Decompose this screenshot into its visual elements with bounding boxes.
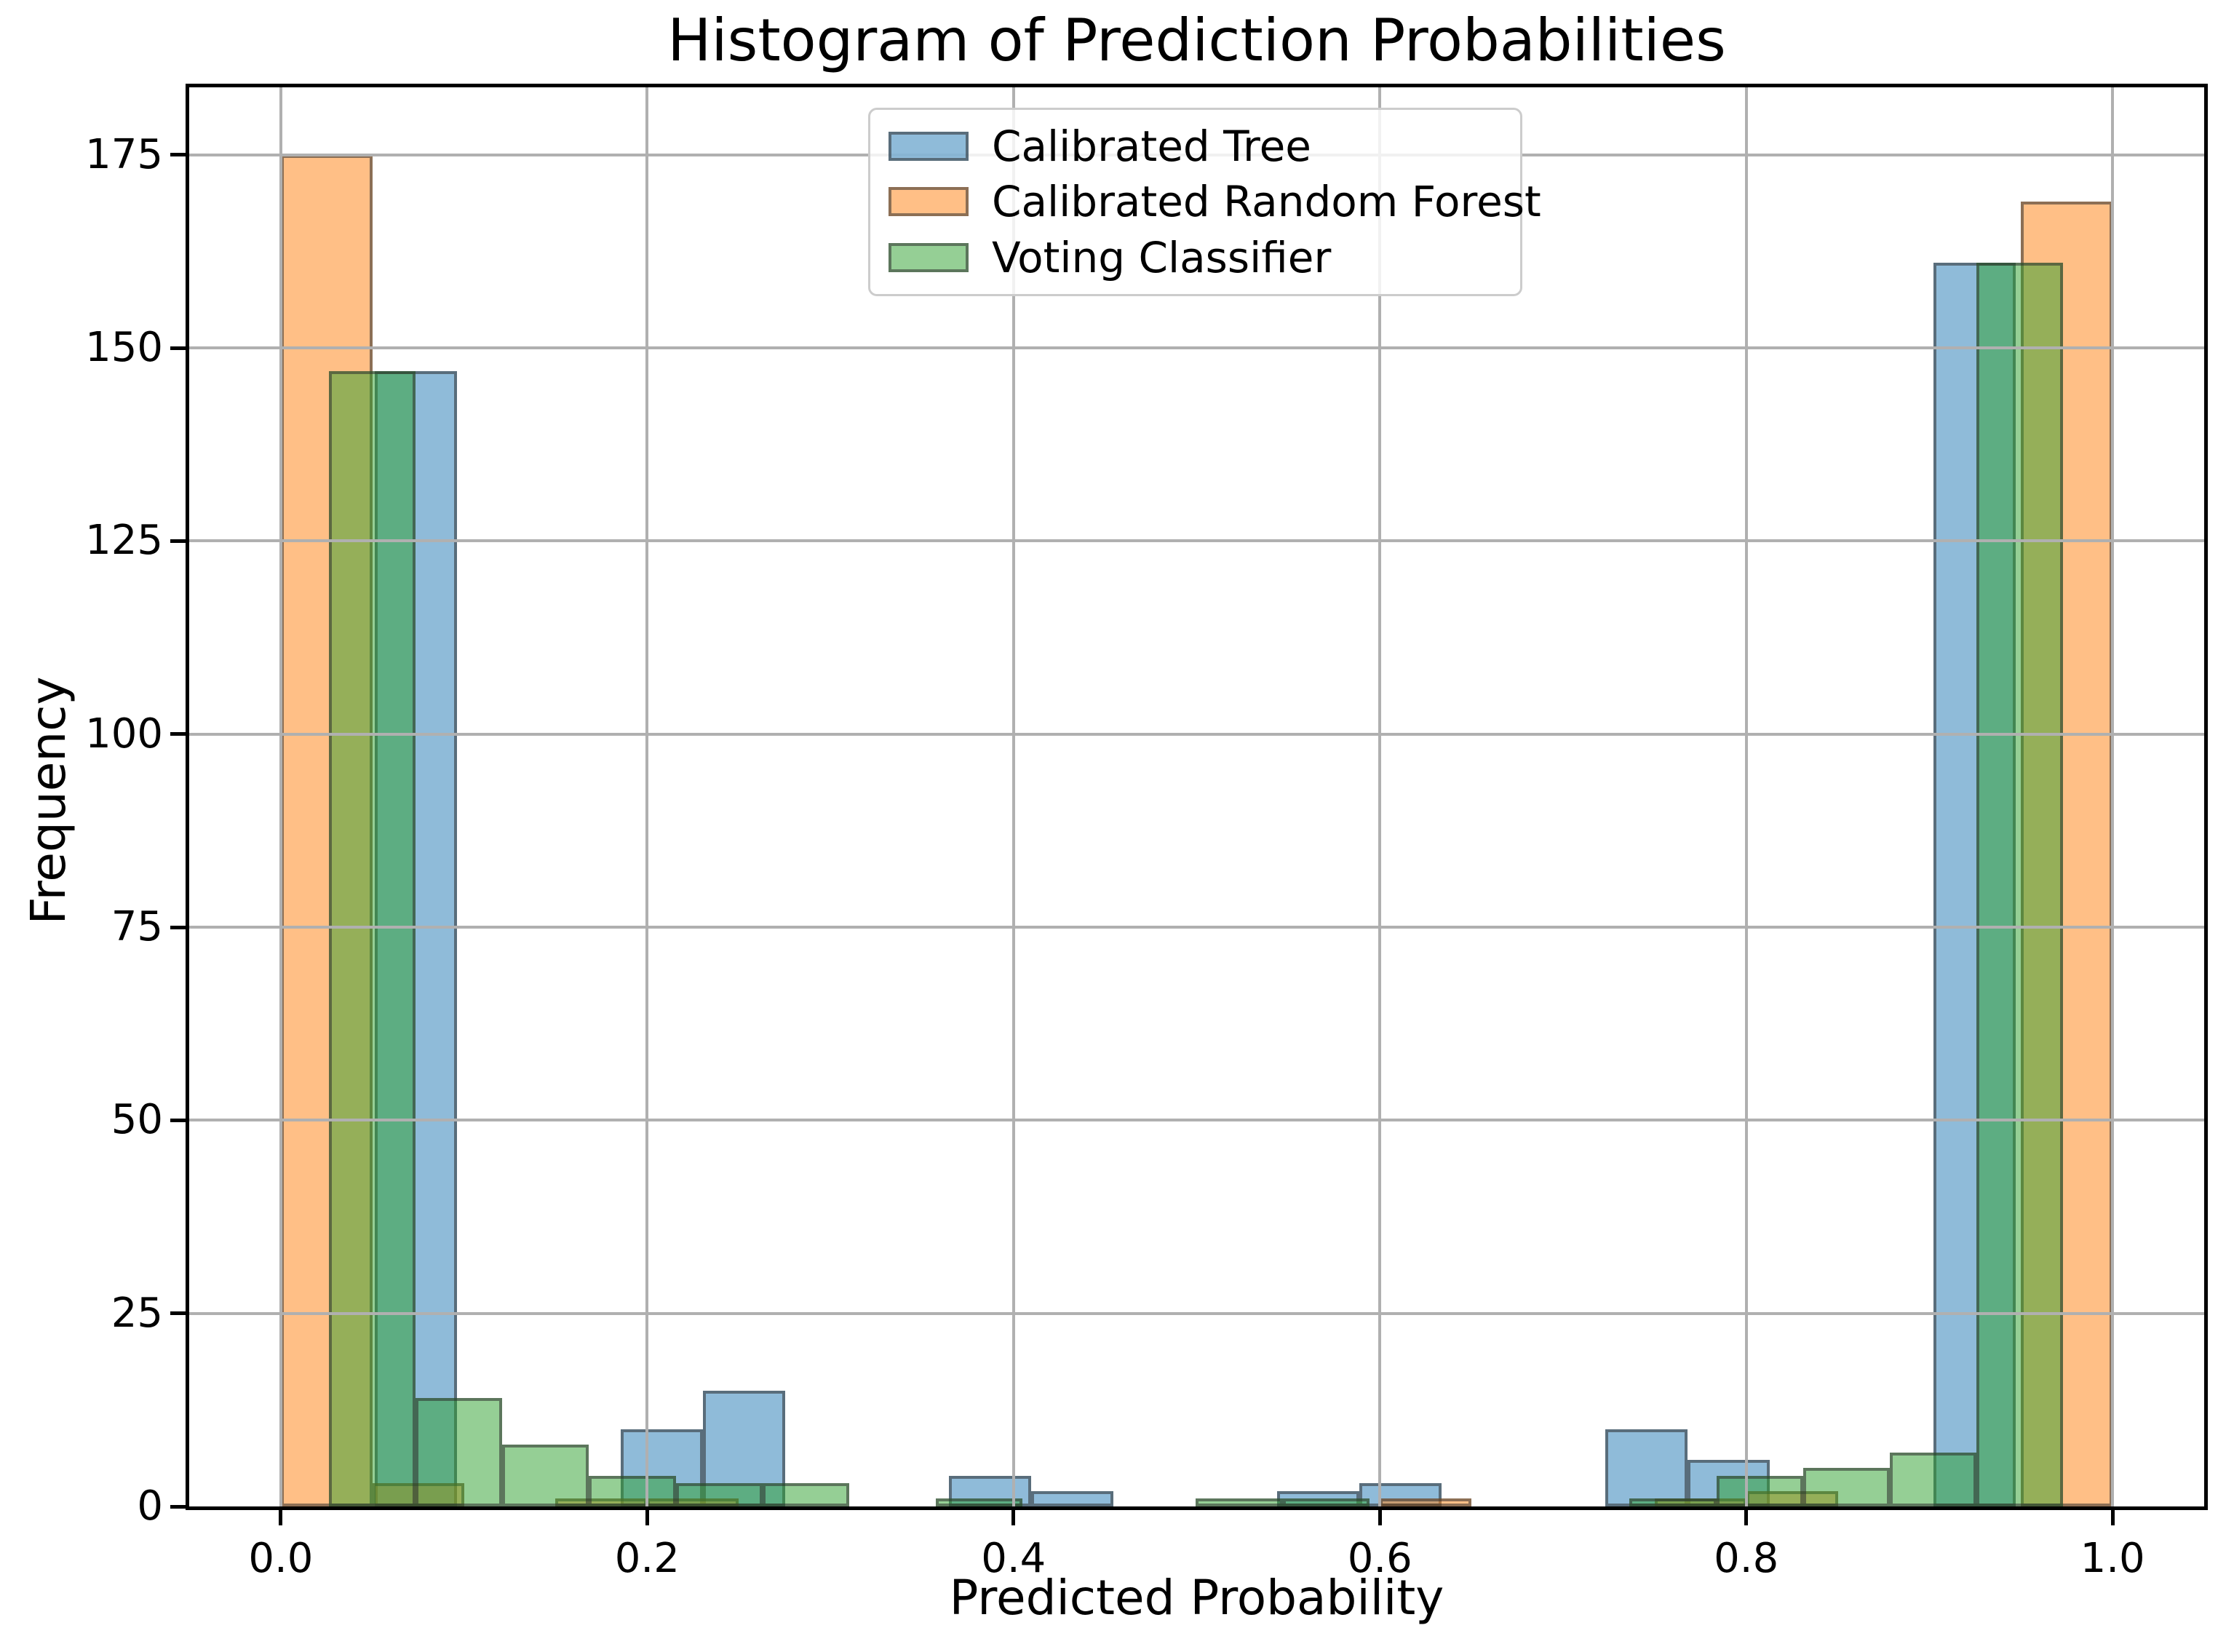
hist-bar-voting-classifier <box>936 1498 1023 1506</box>
hist-bar-voting-classifier <box>1716 1475 1803 1506</box>
gridline-x-0.4 <box>1011 87 1015 1506</box>
y-tick-mark-75 <box>170 925 186 929</box>
y-tick-label-150: 150 <box>85 324 163 372</box>
hist-bar-voting-classifier <box>1890 1452 1977 1506</box>
gridline-x-0.0 <box>279 87 282 1506</box>
hist-bar-voting-classifier <box>1802 1467 1891 1506</box>
x-tick-label-0.0: 0.0 <box>248 1535 314 1582</box>
y-tick-mark-100 <box>170 732 186 736</box>
legend-label: Voting Classifier <box>992 232 1332 282</box>
legend-patch-calibrated-tree <box>889 132 969 162</box>
legend-patch-voting-classifier <box>889 242 969 272</box>
x-tick-mark-0.6 <box>1378 1510 1382 1525</box>
x-tick-mark-0.8 <box>1744 1510 1749 1525</box>
x-axis-label: Predicted Probability <box>949 1570 1444 1626</box>
hist-bar-voting-classifier <box>502 1445 589 1506</box>
legend-item: Calibrated Tree <box>889 123 1506 170</box>
y-tick-mark-50 <box>170 1118 186 1122</box>
hist-bar-voting-classifier <box>1196 1498 1283 1506</box>
hist-bar-voting-classifier <box>589 1475 676 1506</box>
x-tick-label-0.2: 0.2 <box>614 1535 680 1582</box>
x-tick-label-1.0: 1.0 <box>2080 1535 2145 1582</box>
x-tick-mark-1.0 <box>2110 1510 2115 1525</box>
x-tick-mark-0.0 <box>279 1510 283 1525</box>
legend-label: Calibrated Tree <box>992 122 1311 172</box>
gridline-y-125 <box>189 539 2204 543</box>
gridline-y-25 <box>189 1311 2204 1315</box>
y-tick-mark-125 <box>170 539 186 543</box>
legend-label: Calibrated Random Forest <box>992 177 1541 227</box>
x-tick-label-0.4: 0.4 <box>981 1535 1046 1582</box>
gridline-x-0.2 <box>645 87 649 1506</box>
chart-title: Histogram of Prediction Probabilities <box>667 7 1726 74</box>
hist-bar-voting-classifier <box>675 1483 763 1506</box>
gridline-y-75 <box>189 926 2204 929</box>
y-tick-mark-0 <box>170 1504 186 1509</box>
legend: Calibrated Tree Calibrated Random Forest… <box>868 108 1541 296</box>
y-tick-mark-25 <box>170 1311 186 1316</box>
y-tick-mark-175 <box>170 153 186 157</box>
hist-bar-voting-classifier <box>762 1483 849 1506</box>
y-tick-label-175: 175 <box>85 130 163 178</box>
plot-area: 0.0 0.2 0.4 0.6 0.8 1.0 0 25 50 75 100 125 150 175 <box>85 84 2208 1581</box>
y-tick-label-75: 75 <box>111 903 163 951</box>
y-tick-mark-150 <box>170 346 186 350</box>
y-axis-label: Frequency <box>20 676 76 925</box>
legend-item: Calibrated Random Forest <box>889 178 1541 225</box>
hist-bar-voting-classifier <box>1282 1498 1370 1506</box>
gridline-y-50 <box>189 1119 2204 1122</box>
x-tick-mark-0.4 <box>1011 1510 1016 1525</box>
y-tick-label-25: 25 <box>111 1289 163 1337</box>
y-tick-label-0: 0 <box>137 1482 163 1530</box>
gridline-x-0.6 <box>1378 87 1382 1506</box>
axis-layer: 0.0 0.2 0.4 0.6 0.8 1.0 0 25 50 75 100 125 150 175 <box>85 84 2208 1581</box>
legend-item: Voting Classifier <box>889 234 1506 281</box>
legend-patch-calibrated-random-forest <box>889 187 969 217</box>
axes-spine <box>186 84 2208 1510</box>
gridline-y-150 <box>189 346 2204 350</box>
gridline-y-100 <box>189 732 2204 736</box>
y-tick-label-100: 100 <box>85 710 163 758</box>
gridline-x-1.0 <box>2111 87 2115 1506</box>
hist-bar-voting-classifier <box>1629 1498 1717 1506</box>
x-tick-label-0.8: 0.8 <box>1714 1535 1779 1582</box>
x-tick-mark-0.2 <box>645 1510 649 1525</box>
y-tick-label-50: 50 <box>111 1096 163 1144</box>
gridline-x-0.8 <box>1744 87 1748 1506</box>
hist-bar-voting-classifier <box>1976 263 2064 1506</box>
hist-bar-voting-classifier <box>416 1398 503 1506</box>
hist-bar-calibrated-tree <box>1605 1429 1688 1506</box>
hist-bar-calibrated-tree <box>1030 1490 1113 1506</box>
x-tick-label-0.6: 0.6 <box>1347 1535 1412 1582</box>
hist-bar-voting-classifier <box>328 371 416 1506</box>
y-tick-label-125: 125 <box>85 517 163 565</box>
